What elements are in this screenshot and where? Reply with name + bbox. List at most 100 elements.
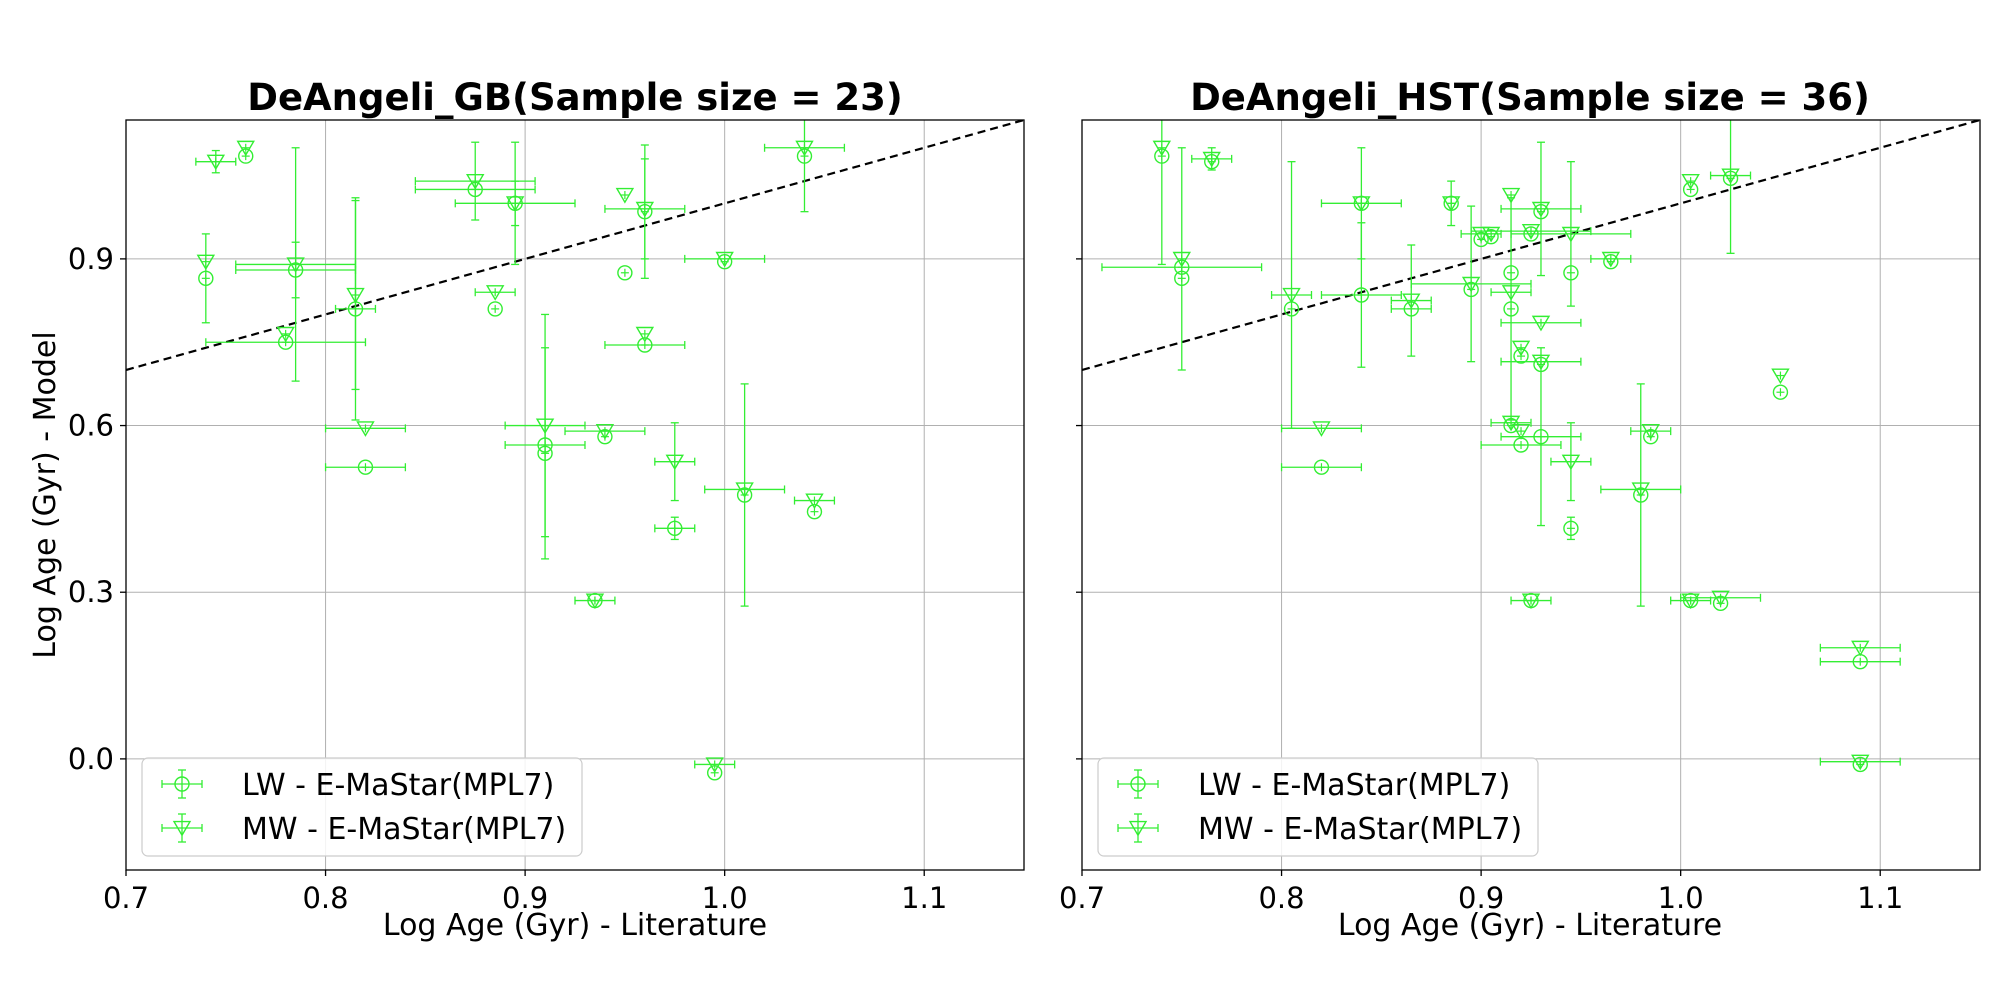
marker-triangle (1152, 140, 1172, 157)
marker-circle (1353, 287, 1370, 303)
y-tick-label: 0.3 (68, 575, 114, 609)
legend-entry: MW - E-MaStar(MPL7) (161, 812, 566, 847)
data-point (196, 254, 216, 271)
data-point (564, 424, 646, 440)
data-point (1771, 368, 1790, 385)
legend-label: MW - E-MaStar(MPL7) (242, 812, 566, 847)
legend-label: LW - E-MaStar(MPL7) (242, 768, 554, 803)
data-point (1490, 285, 1532, 301)
data-point (1270, 161, 1313, 429)
legend: LW - E-MaStar(MPL7) MW - E-MaStar(MPL7) (141, 757, 583, 857)
data-point (276, 326, 295, 343)
marker-triangle (1531, 315, 1551, 332)
x-tick-label: 0.8 (1258, 881, 1304, 915)
data-point (604, 158, 686, 260)
data-point (654, 516, 696, 541)
data-point (1500, 347, 1582, 527)
plot-area: 0.7 0.8 0.9 1.0 1.1 0.0 0.3 0.6 0.9 LW - E-MaStar… (68, 119, 1025, 915)
chart-title: DeAngeli_GB(Sample size = 23) (247, 76, 903, 119)
ticks: 0.7 0.8 0.9 1.0 1.1 0.0 0.3 0.6 0.9 (68, 242, 947, 915)
series (1101, 148, 1901, 773)
data-point (1510, 593, 1552, 610)
data-point (704, 482, 786, 499)
marker-triangle (172, 820, 192, 837)
y-tick-label: 0.0 (68, 742, 114, 776)
marker-triangle (1471, 226, 1491, 243)
marker-triangle (1851, 754, 1870, 771)
reference-line (126, 120, 1024, 372)
marker-triangle (1402, 293, 1421, 310)
data-point (474, 285, 516, 301)
marker-triangle (1601, 251, 1621, 268)
series (1152, 120, 1901, 771)
data-point (1500, 315, 1582, 332)
marker-triangle (465, 174, 485, 190)
data-point (1819, 653, 1901, 670)
data-point (694, 757, 736, 774)
x-tick-label: 0.9 (502, 881, 548, 915)
data-point (1590, 251, 1632, 268)
marker-triangle (1771, 368, 1790, 385)
marker-triangle (1501, 187, 1521, 204)
marker-triangle (1521, 224, 1541, 240)
legend-entry: LW - E-MaStar(MPL7) (161, 768, 554, 803)
legend: LW - E-MaStar(MPL7) MW - E-MaStar(MPL7) (1097, 757, 1539, 857)
marker-triangle (1172, 251, 1192, 268)
data-point (198, 233, 214, 324)
data-point (324, 459, 407, 475)
marker-circle (1313, 459, 1330, 475)
marker-circle (617, 265, 633, 281)
marker-triangle (1561, 454, 1581, 471)
marker-triangle (196, 254, 216, 271)
data-point (236, 140, 255, 157)
data-point (615, 187, 635, 204)
legend-entry: MW - E-MaStar(MPL7) (1117, 812, 1522, 847)
marker-circle (1130, 776, 1146, 792)
data-point (1709, 120, 1752, 254)
marker-triangle (805, 493, 824, 510)
axes-frame (1081, 119, 1981, 871)
marker-circle (1603, 253, 1619, 270)
marker-triangle (505, 196, 525, 212)
x-tick-label: 1.1 (901, 881, 947, 915)
marker-triangle (795, 140, 814, 157)
data-point (504, 313, 586, 538)
marker-triangle (705, 757, 724, 774)
data-point (574, 593, 616, 610)
marker-triangle (1641, 424, 1660, 440)
data-point (1191, 147, 1233, 171)
marker-triangle (1352, 196, 1371, 212)
marker-triangle (276, 326, 295, 343)
marker-circle (637, 337, 653, 353)
marker-circle (1533, 356, 1549, 373)
data-point (346, 199, 365, 391)
legend-label: MW - E-MaStar(MPL7) (1198, 812, 1522, 847)
marker-triangle (1851, 640, 1870, 657)
data-point (1819, 640, 1901, 657)
legend-box (1097, 757, 1539, 857)
marker-triangle (1631, 482, 1650, 499)
data-point (617, 265, 633, 281)
marker-triangle (735, 482, 754, 499)
marker-circle (1563, 520, 1579, 537)
marker-triangle (715, 251, 734, 268)
marker-triangle (665, 454, 685, 471)
marker-triangle (206, 154, 226, 171)
data-point (1633, 383, 1649, 607)
series (195, 140, 846, 774)
marker-triangle (1461, 276, 1481, 293)
data-point (604, 337, 686, 353)
data-point (1563, 516, 1579, 541)
data-points (1101, 120, 1901, 773)
marker-triangle (585, 593, 605, 610)
marker-triangle (346, 287, 365, 304)
data-point (763, 140, 846, 157)
x-tick-label: 0.7 (103, 881, 149, 915)
y-tick-label: 0.9 (68, 242, 114, 276)
marker-circle (1503, 417, 1519, 434)
data-point (1670, 593, 1712, 610)
x-tick-label: 0.8 (302, 881, 348, 915)
reference-line-group (126, 120, 1024, 372)
data-point (1490, 415, 1532, 432)
legend-entry: LW - E-MaStar(MPL7) (1117, 768, 1510, 803)
